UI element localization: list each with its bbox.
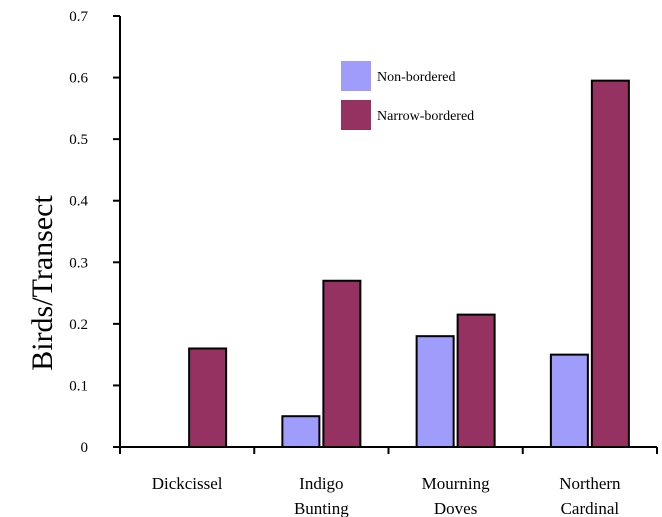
category-labels: Dickcissel Indigo Bunting Mourning Doves Nort… <box>152 474 621 517</box>
bar-narrow-bordered <box>188 347 228 448</box>
y-tick-label: 0.5 <box>69 132 88 148</box>
bar-narrow-bordered <box>590 79 630 449</box>
legend-label: Non-bordered <box>377 70 456 85</box>
legend-swatch <box>341 100 371 130</box>
bar-non-bordered <box>281 415 321 449</box>
bar-narrow-bordered <box>322 279 362 448</box>
category-label: Doves <box>434 499 477 517</box>
legend-label: Narrow-bordered <box>377 109 474 124</box>
y-tick-label: 0.1 <box>69 378 88 394</box>
category-label: Indigo <box>299 474 343 493</box>
bars <box>188 79 630 449</box>
category-label: Mourning <box>422 474 491 493</box>
bar-non-bordered <box>549 353 589 448</box>
y-axis: 0 0.1 0.2 0.3 0.4 0.5 0.6 0.7 <box>69 9 121 456</box>
y-tick-label: 0.4 <box>69 194 88 210</box>
y-tick-label: 0.2 <box>69 317 88 333</box>
y-tick-label: 0.3 <box>69 255 88 271</box>
category-label: Bunting <box>294 499 349 517</box>
bar-non-bordered <box>415 335 455 448</box>
bar-narrow-bordered <box>456 313 496 448</box>
legend: Non-bordered Narrow-bordered <box>341 61 474 130</box>
legend-swatch <box>341 61 371 91</box>
category-label: Northern <box>559 474 621 493</box>
y-tick-label: 0 <box>81 440 89 456</box>
y-tick-label: 0.6 <box>69 71 88 87</box>
y-axis-label: Birds/Transect <box>26 195 59 371</box>
category-label: Dickcissel <box>152 474 223 493</box>
category-label: Cardinal <box>561 499 620 517</box>
y-tick-label: 0.7 <box>69 9 88 25</box>
x-axis <box>119 446 658 454</box>
